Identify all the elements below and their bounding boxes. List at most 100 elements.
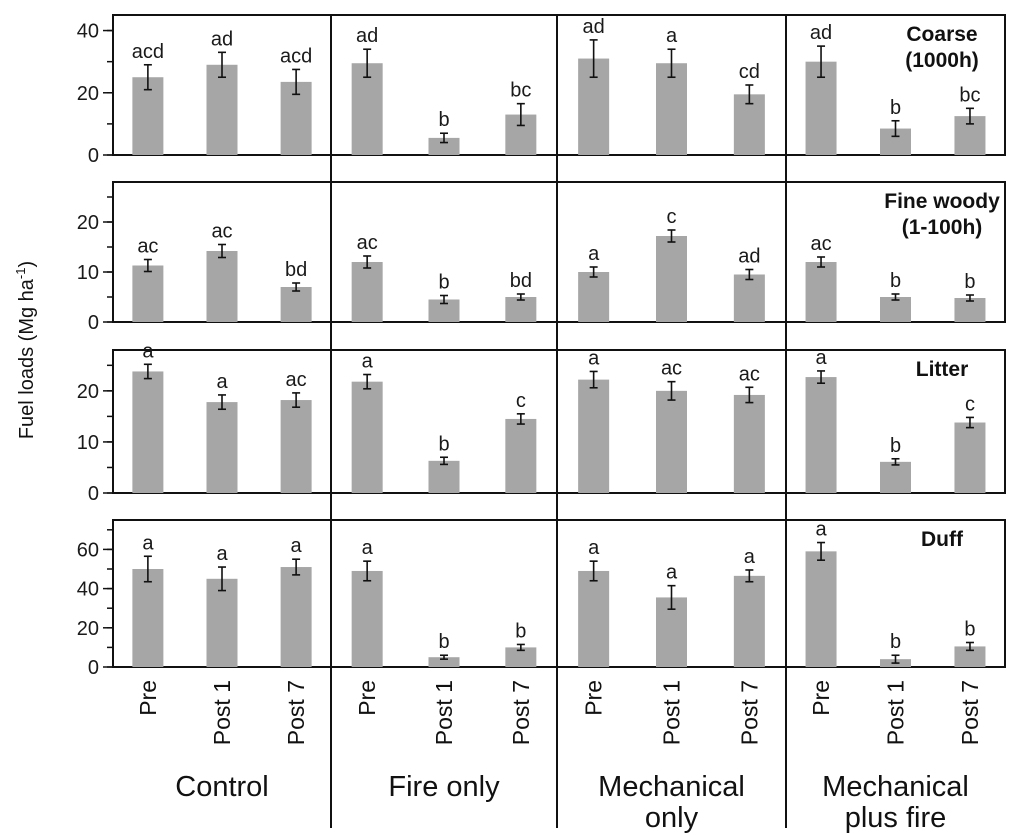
bar — [351, 63, 383, 155]
significance-label: a — [815, 347, 827, 369]
significance-label: a — [362, 537, 374, 559]
bar — [351, 381, 383, 493]
bar — [805, 262, 837, 322]
significance-label: bc — [510, 80, 531, 102]
y-tick-label: 40 — [77, 21, 99, 43]
bar — [351, 262, 383, 322]
significance-label: b — [438, 272, 449, 294]
bar — [954, 298, 986, 322]
significance-label: a — [815, 519, 827, 541]
panel-frame — [112, 519, 1006, 668]
bar — [954, 646, 986, 667]
y-tick-label: 40 — [77, 579, 99, 601]
y-axis-label-sup: -1 — [13, 268, 28, 280]
y-tick-label: 0 — [88, 657, 99, 679]
bar — [505, 297, 537, 322]
significance-label: b — [964, 619, 975, 641]
y-tick-label: 20 — [77, 618, 99, 640]
panel-title: (1-100h) — [902, 216, 983, 239]
group-dividers — [330, 15, 787, 828]
significance-label: b — [890, 435, 901, 457]
bar — [206, 64, 238, 155]
significance-label: ac — [286, 369, 307, 391]
significance-label: bd — [510, 270, 532, 292]
bar — [206, 251, 238, 322]
significance-label: ac — [137, 236, 158, 258]
y-tick-label: 0 — [88, 145, 99, 167]
bar — [132, 371, 164, 493]
significance-label: c — [667, 206, 677, 228]
significance-label: ad — [810, 22, 832, 44]
bar — [428, 137, 460, 155]
category-label: Pre — [135, 680, 161, 716]
y-axis-label: Fuel loads (Mg ha-1) — [13, 261, 38, 439]
significance-label: ad — [211, 28, 233, 50]
significance-label: ac — [810, 233, 831, 255]
significance-label: a — [362, 351, 374, 373]
bar — [805, 377, 837, 493]
bar — [954, 422, 986, 493]
bar — [805, 551, 837, 667]
group-label: plus fire — [845, 802, 947, 834]
panel-frame — [112, 181, 1006, 323]
bar — [280, 287, 312, 322]
panel-title: Fine woody — [884, 190, 1000, 213]
category-label: Pre — [581, 680, 607, 716]
y-tick-label: 0 — [88, 483, 99, 505]
panel-title: Coarse — [906, 23, 977, 46]
bar — [505, 418, 537, 493]
y-tick-label: 20 — [77, 83, 99, 105]
y-tick-label: 60 — [77, 539, 99, 561]
group-label: Mechanical — [822, 771, 969, 803]
significance-label: bd — [285, 259, 307, 281]
group-label: Control — [175, 771, 269, 803]
bar — [733, 274, 765, 322]
panel-title: Duff — [921, 528, 964, 551]
y-tick-label: 10 — [77, 262, 99, 284]
panel-title: Litter — [916, 358, 969, 381]
significance-label: c — [516, 390, 526, 412]
significance-label: a — [291, 535, 303, 557]
category-label: Post 1 — [431, 680, 457, 745]
significance-label: a — [666, 562, 678, 584]
bar — [656, 390, 687, 493]
bar — [351, 570, 383, 667]
significance-label: b — [438, 631, 449, 653]
panel-title: (1000h) — [905, 49, 979, 72]
panel-frame — [112, 349, 1006, 494]
bar — [656, 63, 687, 155]
y-tick-label: 10 — [77, 432, 99, 454]
bar — [578, 272, 610, 322]
bar — [280, 400, 312, 493]
bar — [280, 567, 312, 667]
significance-label: ac — [661, 358, 682, 380]
significance-label: cd — [739, 61, 760, 83]
significance-label: b — [515, 620, 526, 642]
significance-label: b — [964, 271, 975, 293]
panel-frame — [112, 14, 1006, 156]
y-tick-label: 0 — [88, 312, 99, 334]
panel-2: 0 10 20 Litter a a ac a b c a ac ac a b c — [77, 340, 1006, 505]
group-label: Fire only — [388, 771, 500, 803]
y-tick-label: 20 — [77, 212, 99, 234]
significance-label: ac — [211, 221, 232, 243]
significance-label: a — [588, 537, 600, 559]
category-label: Post 7 — [283, 680, 309, 745]
significance-label: a — [744, 546, 756, 568]
bar — [428, 460, 460, 493]
panel-3: 0 20 40 60 Duff a a a a b b a a a a b b — [77, 519, 1006, 679]
bar — [733, 394, 765, 493]
significance-label: a — [216, 371, 228, 393]
significance-label: b — [890, 270, 901, 292]
significance-label: ad — [738, 246, 760, 268]
x-axis-labels: Pre Post 1 Post 7 Control Pre Post 1 Post 7 Fir… — [135, 680, 983, 834]
bar — [428, 657, 460, 667]
bar — [578, 379, 610, 493]
bar — [206, 402, 238, 493]
category-label: Post 1 — [209, 680, 235, 745]
significance-label: b — [438, 109, 449, 131]
